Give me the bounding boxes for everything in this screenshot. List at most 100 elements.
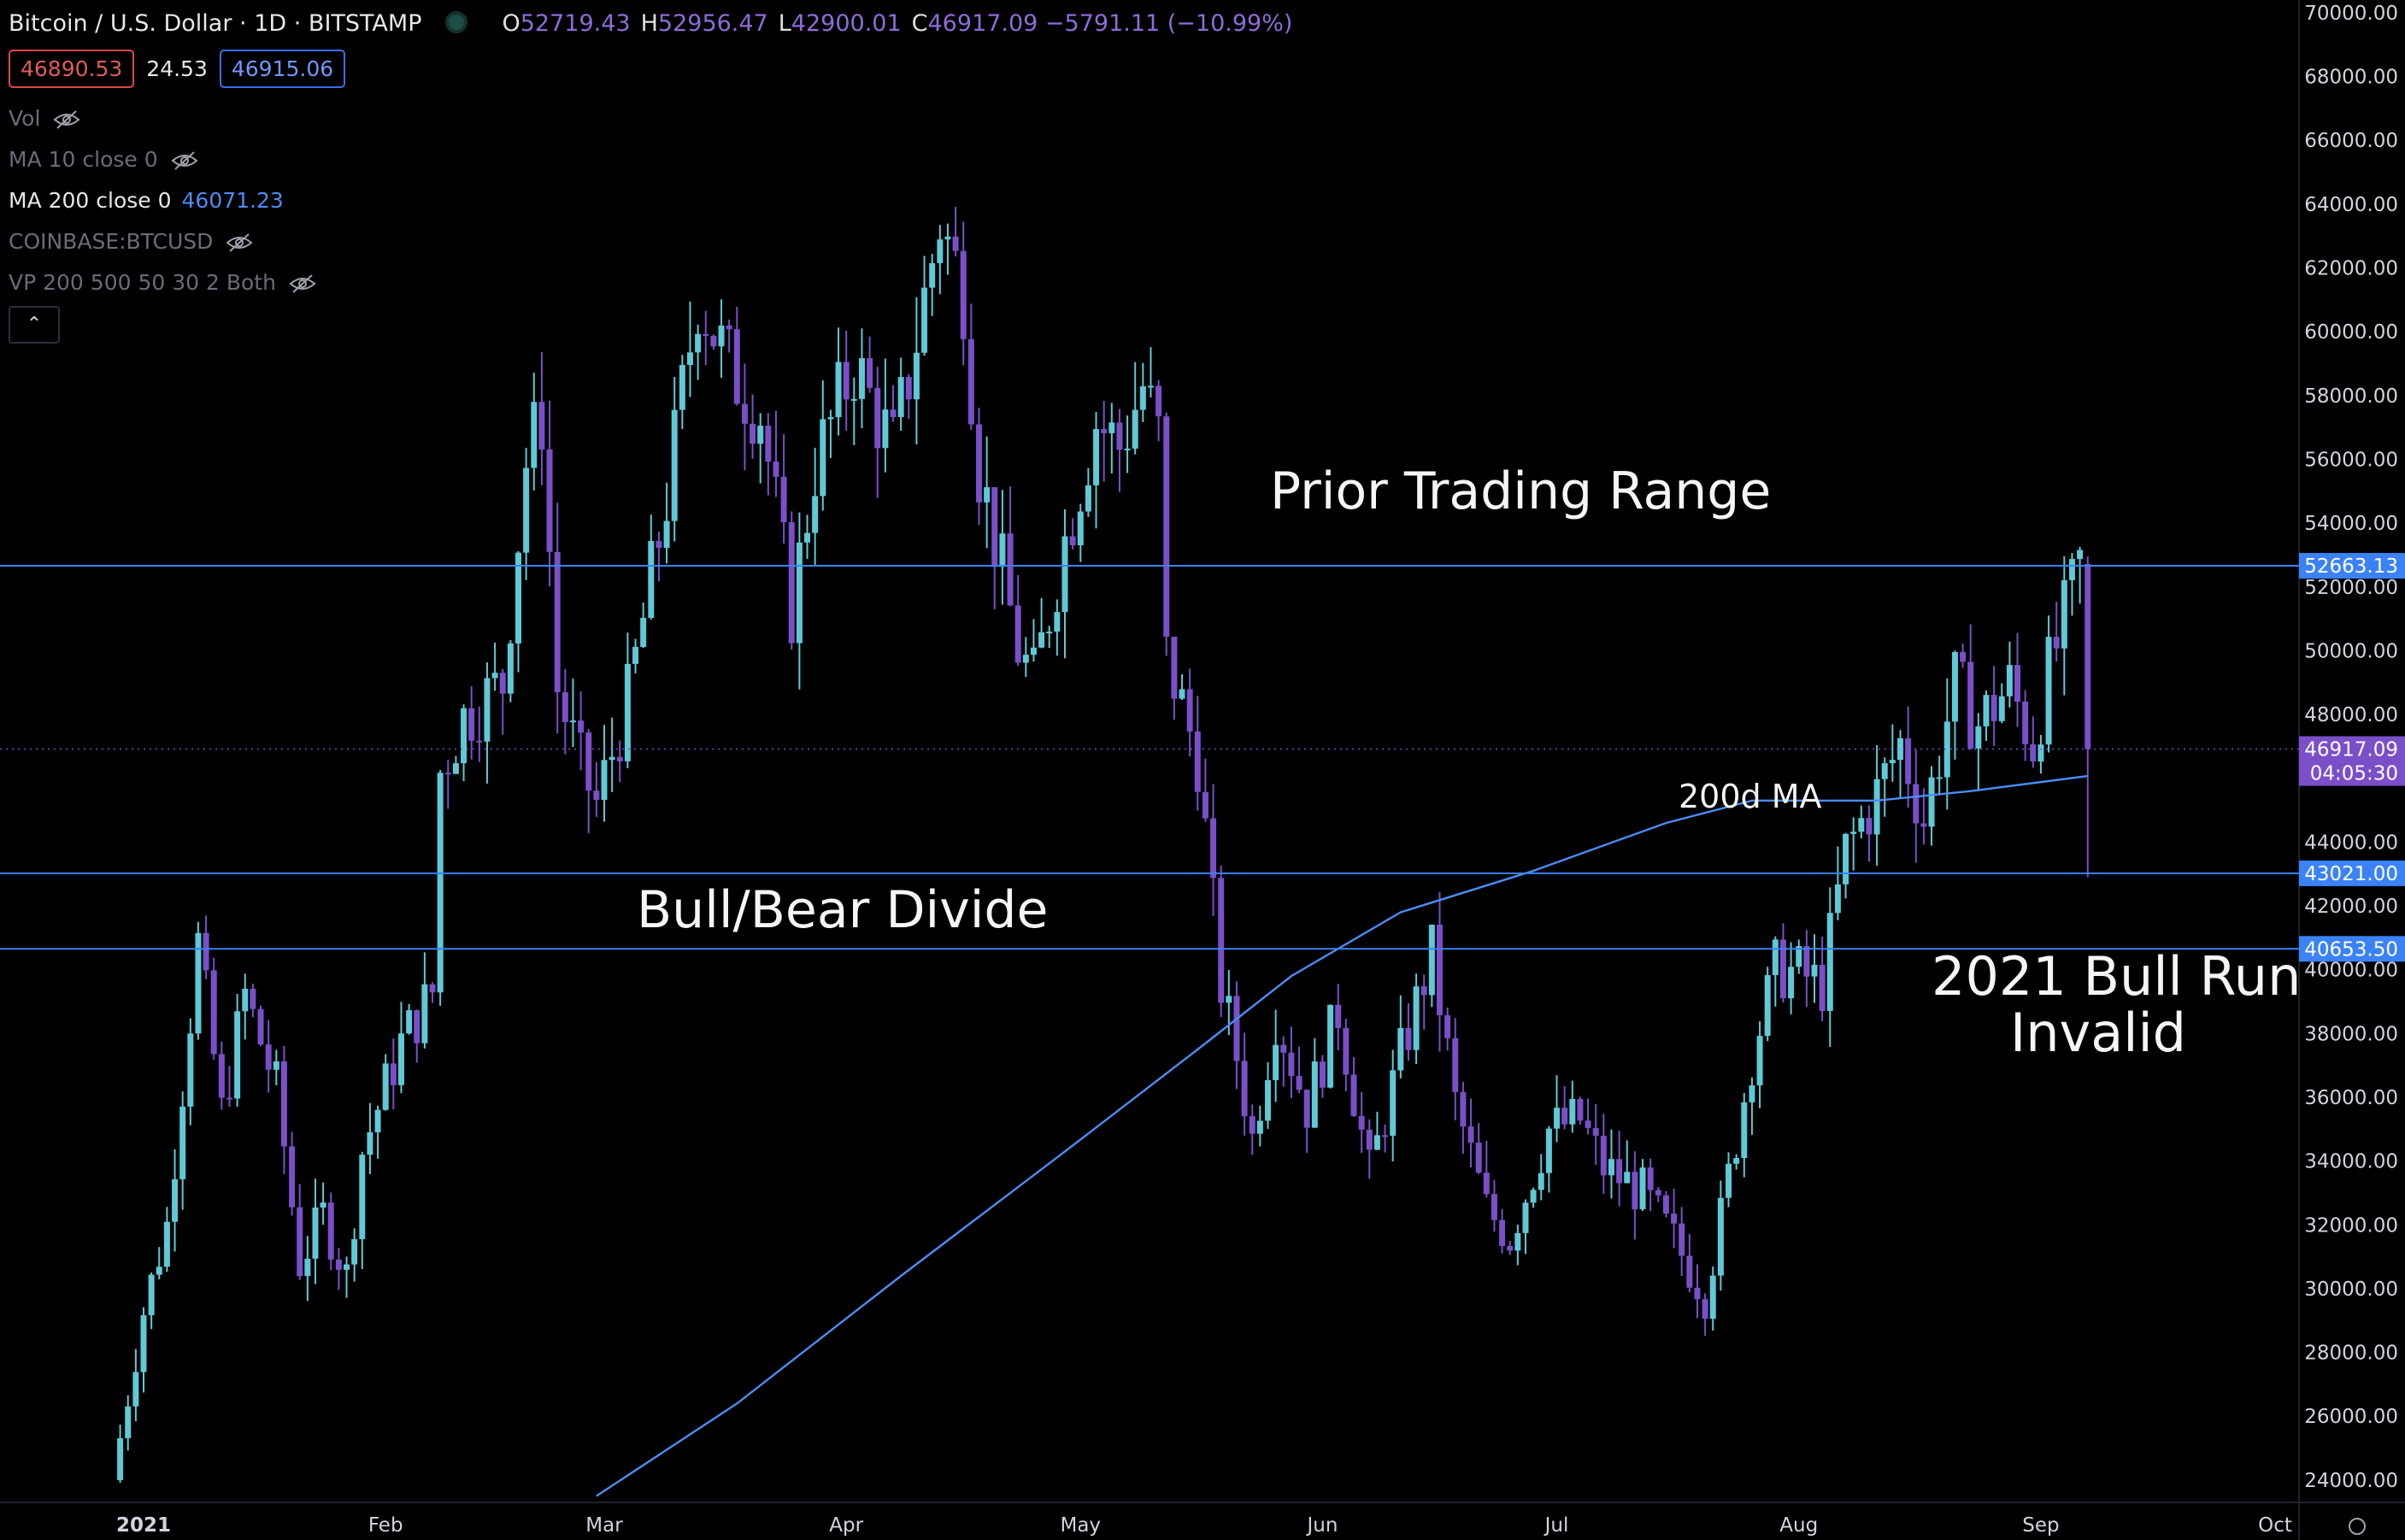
annotation-bull-run-line2: Invalid (2009, 1002, 2187, 1064)
candle-body (468, 708, 475, 741)
candle-body (1905, 738, 1912, 785)
indicator-vp[interactable]: VP 200 500 50 30 2 Both (9, 270, 317, 295)
indicator-vol[interactable]: Vol (9, 106, 81, 131)
candle-body (367, 1131, 373, 1155)
candle-body (897, 377, 904, 418)
candle-body (640, 617, 647, 647)
eye-hidden-icon[interactable] (52, 109, 81, 130)
candle-body (1803, 946, 1810, 977)
candle-body (515, 552, 522, 644)
candle-body (1990, 695, 1997, 721)
x-tick-label: Feb (368, 1514, 403, 1537)
candle-body (2037, 744, 2044, 762)
indicator-coinbase-btcusd[interactable]: COINBASE:BTCUSD (9, 229, 254, 254)
annotation-ma-label: 200d MA (1679, 778, 1822, 815)
candle-body (1702, 1299, 1708, 1320)
indicator-ma10[interactable]: MA 10 close 0 (9, 147, 199, 172)
candle-body (1998, 696, 2005, 721)
chevron-up-icon: ⌃ (26, 314, 43, 335)
candle-body (1772, 939, 1779, 975)
candle-body (1686, 1255, 1693, 1288)
candle-body (578, 720, 585, 733)
candle-body (1163, 416, 1170, 637)
candle-body (1608, 1159, 1614, 1176)
y-tick-label: 58000.00 (2304, 385, 2398, 408)
candle-body (1108, 422, 1115, 433)
candle-body (1249, 1116, 1255, 1134)
y-tick-label: 66000.00 (2304, 130, 2398, 152)
collapse-legend-button[interactable]: ⌃ (9, 306, 60, 344)
candle-body (750, 423, 756, 444)
candle-body (632, 646, 639, 664)
candle-body (1046, 632, 1053, 634)
candle-body (984, 487, 991, 503)
price-tag-label: 43021.00 (2304, 863, 2398, 885)
quote-row: 46890.53 24.53 46915.06 (9, 50, 346, 88)
candle-body (944, 236, 951, 240)
candle-body (780, 476, 787, 523)
candle-body (1452, 1037, 1459, 1092)
candle-body (1616, 1159, 1623, 1184)
candle-body (2022, 701, 2029, 744)
candle-body (1741, 1102, 1748, 1159)
candle-body (210, 970, 217, 1055)
y-tick-label: 24000.00 (2304, 1470, 2398, 1492)
settings-icon (2349, 1518, 2366, 1535)
candle-body (461, 708, 467, 764)
ohlc-low-label: L (778, 10, 791, 37)
candle-body (437, 773, 444, 993)
candle-body (874, 387, 881, 449)
candle-body (335, 1259, 342, 1270)
candle-body (835, 361, 842, 418)
ohlc-close-value: 46917.09 −5791.11 (−10.99%) (927, 10, 1293, 37)
candle-body (1273, 1044, 1279, 1080)
candle-body (686, 352, 693, 366)
candle-body (850, 398, 857, 401)
eye-hidden-icon[interactable] (170, 150, 199, 171)
candle-body (695, 333, 702, 353)
sell-button[interactable]: 46890.53 (9, 50, 135, 88)
candle-body (812, 496, 819, 533)
candle-body (344, 1264, 350, 1270)
candle-body (960, 250, 967, 339)
candle-body (1132, 409, 1138, 449)
candle-body (1577, 1098, 1584, 1121)
candle-body (1116, 422, 1123, 450)
y-tick-label: 32000.00 (2304, 1214, 2398, 1237)
candle-body (1632, 1172, 1638, 1209)
spread-value: 24.53 (146, 56, 208, 81)
candle-body (1624, 1172, 1631, 1184)
y-tick-label: 30000.00 (2304, 1278, 2398, 1301)
candle-body (1319, 1061, 1326, 1088)
buy-button[interactable]: 46915.06 (219, 50, 346, 88)
candle-body (1171, 636, 1178, 699)
y-tick-label: 36000.00 (2304, 1087, 2398, 1109)
annotation-bull-run: 2021 Bull Run Invalid (1932, 949, 2301, 1064)
candle-body (656, 541, 662, 549)
candle-body (1218, 878, 1225, 1003)
candle-body (1327, 1004, 1334, 1088)
indicator-ma200[interactable]: MA 200 close 0 46071.23 (9, 188, 284, 213)
eye-hidden-icon[interactable] (288, 273, 317, 294)
candle-body (773, 461, 779, 477)
candle-body (1733, 1158, 1740, 1164)
candle-body (718, 325, 725, 347)
y-tick-label: 50000.00 (2304, 640, 2398, 662)
candle-body (1545, 1128, 1552, 1173)
ohlc-high-value: 52956.47 (657, 10, 768, 37)
candle-body (1913, 784, 1920, 824)
eye-hidden-icon[interactable] (225, 232, 254, 253)
ohlc-close-label: C (911, 10, 928, 37)
candle-body (2077, 550, 2084, 560)
candle-body (397, 1033, 404, 1085)
annotation-bull-bear: Bull/Bear Divide (637, 880, 1049, 940)
candle-body (765, 426, 772, 462)
candle-body (820, 419, 826, 497)
candle-body (1709, 1275, 1716, 1320)
candle-body (1390, 1070, 1397, 1136)
candle-body (1507, 1245, 1514, 1251)
candle-body (726, 325, 732, 330)
symbol-title[interactable]: Bitcoin / U.S. Dollar · 1D · BITSTAMP (9, 10, 422, 37)
candle-body (1834, 884, 1841, 914)
